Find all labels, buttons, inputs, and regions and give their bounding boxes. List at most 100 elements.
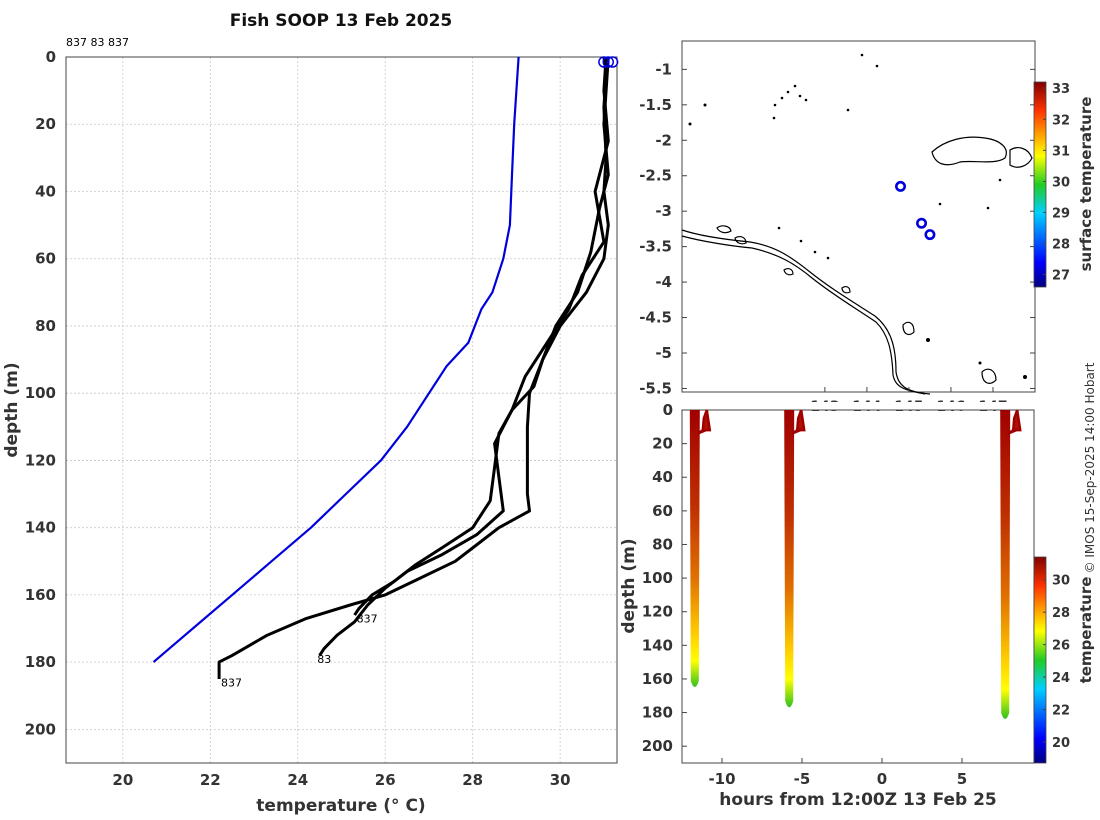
map-y-tick-label: -2.5 [639, 167, 672, 185]
profile-x-tick-label: 28 [462, 771, 483, 789]
map-colorbar-tick-label: 28 [1052, 238, 1070, 253]
map-ticks: -1-1.5-2-2.5-3-3.5-4-4.5-5-5.51431441451… [639, 60, 1037, 415]
profile-x-tick-label: 30 [550, 771, 571, 789]
time-panel: -10 -5 0 5 0 20 40 60 80 100 120 140 160 180 200 20 22… [619, 401, 1095, 810]
profile-line [353, 56, 610, 616]
profile-x-tick-label: 24 [287, 771, 308, 789]
time-y-axis-label: depth (m) [619, 538, 639, 633]
time-y-tick-label: 0 [663, 401, 673, 419]
profile-y-tick-label: 200 [25, 720, 56, 738]
profile-end-label: 837 [221, 676, 242, 689]
cast-surface-trace [1007, 409, 1022, 435]
profile-y-tick-label: 160 [25, 586, 56, 604]
map-y-tick-label: -1.5 [639, 96, 672, 114]
profile-y-tick-label: 140 [25, 519, 56, 537]
profile-x-ticks: 20 22 24 26 28 30 [112, 771, 570, 789]
profile-y-tick-label: 120 [25, 451, 56, 469]
time-x-ticks: -10 -5 0 5 [708, 770, 967, 788]
profile-grid [66, 56, 617, 763]
map-colorbar-tick-label: 29 [1052, 206, 1070, 221]
profile-y-tick-label: 180 [25, 653, 56, 671]
profile-x-axis-label: temperature (° C) [256, 796, 425, 816]
map-y-tick-label: -3 [655, 202, 672, 220]
cast-trace [689, 410, 700, 688]
map-colorbar [1033, 81, 1047, 288]
cast-location [924, 229, 936, 241]
time-colorbar-label: temperature [1077, 577, 1095, 684]
time-y-tick-label: 100 [642, 569, 673, 587]
map-colorbar-tick-label: 30 [1052, 175, 1070, 190]
surface-marker [602, 56, 615, 68]
time-y-tick-label: 140 [642, 636, 673, 654]
profile-y-ticks: 0 20 40 60 80 100 120 140 160 180 200 [25, 48, 56, 738]
time-colorbar-tick-label: 28 [1052, 606, 1070, 621]
time-y-tick-label: 180 [642, 704, 673, 722]
cast-trace [784, 410, 795, 708]
map-cast-locations [895, 180, 936, 241]
surface-markers [598, 56, 619, 68]
cast-surface-trace [697, 409, 712, 435]
profile-y-tick-label: 80 [35, 317, 56, 335]
profile-x-tick-label: 26 [375, 771, 396, 789]
profile-top-label: 837 83 837 [66, 36, 129, 49]
credit-text: © IMOS 15-Sep-2025 14:00 Hobart [1083, 362, 1097, 573]
profile-y-tick-label: 0 [46, 48, 56, 66]
map-y-tick-label: -5 [655, 344, 672, 362]
profile-y-tick-label: 60 [35, 250, 56, 268]
map-panel: -1-1.5-2-2.5-3-3.5-4-4.5-5-5.51431441451… [639, 40, 1095, 415]
map-colorbar-tick-label: 33 [1052, 82, 1070, 97]
profile-y-tick-label: 100 [25, 384, 56, 402]
time-colorbar-ticks: 20 22 24 26 28 30 [1043, 574, 1070, 751]
time-colorbar-tick-label: 26 [1052, 639, 1070, 654]
time-colorbar-tick-label: 24 [1052, 671, 1070, 686]
coastline [681, 136, 1033, 395]
time-y-tick-label: 20 [652, 435, 673, 453]
profile-line [217, 56, 610, 679]
chart-title: Fish SOOP 13 Feb 2025 [230, 11, 453, 31]
time-colorbar-tick-label: 22 [1052, 703, 1070, 718]
time-x-axis-label: hours from 12:00Z 13 Feb 25 [719, 790, 997, 810]
time-x-tick-label: 0 [877, 770, 887, 788]
climatology-line [152, 56, 520, 663]
time-y-tick-label: 80 [652, 535, 673, 553]
time-x-tick-label: -5 [794, 770, 811, 788]
map-y-tick-label: -2 [655, 131, 672, 149]
surface-marker [606, 56, 619, 68]
map-colorbar-tick-label: 31 [1052, 144, 1070, 159]
profile-y-tick-label: 40 [35, 182, 56, 200]
map-y-tick-label: -1 [655, 60, 672, 78]
time-grid [682, 409, 963, 763]
profile-panel: Fish SOOP 13 Feb 2025 837 83 837 20 22 24 2… [2, 11, 619, 816]
profile-y-axis-label: depth (m) [2, 362, 22, 457]
map-colorbar-tick-label: 32 [1052, 113, 1070, 128]
map-y-tick-label: -5.5 [639, 379, 672, 397]
time-y-tick-label: 160 [642, 670, 673, 688]
time-x-tick-label: 5 [957, 770, 967, 788]
profile-series [152, 56, 610, 679]
map-y-tick-label: -3.5 [639, 238, 672, 256]
map-colorbar-tick-label: 27 [1052, 269, 1070, 284]
profile-line [318, 56, 610, 657]
map-y-tick-label: -4.5 [639, 309, 672, 327]
map-colorbar-label: surface temperature [1077, 97, 1095, 272]
map-frame [681, 40, 1036, 393]
map-y-tick-label: -4 [655, 273, 672, 291]
map-colorbar-ticks: 27 28 29 30 31 32 33 [1043, 82, 1070, 284]
islands [688, 53, 1027, 379]
profile-y-tick-label: 20 [35, 115, 56, 133]
cast-trace [1000, 410, 1011, 719]
time-x-tick-label: -10 [708, 770, 735, 788]
time-y-tick-label: 60 [652, 502, 673, 520]
map-x-label-mask [680, 402, 1037, 410]
profile-end-labels: 837 83 837 [221, 612, 378, 689]
time-colorbar-tick-label: 20 [1052, 736, 1070, 751]
cast-location [916, 217, 928, 229]
profile-end-label: 83 [317, 653, 331, 666]
profile-plot-frame [65, 56, 618, 764]
time-y-tick-label: 120 [642, 603, 673, 621]
time-colorbar [1033, 556, 1047, 764]
profile-x-tick-label: 22 [200, 771, 221, 789]
time-y-tick-label: 200 [642, 737, 673, 755]
profile-end-label: 837 [357, 612, 378, 625]
